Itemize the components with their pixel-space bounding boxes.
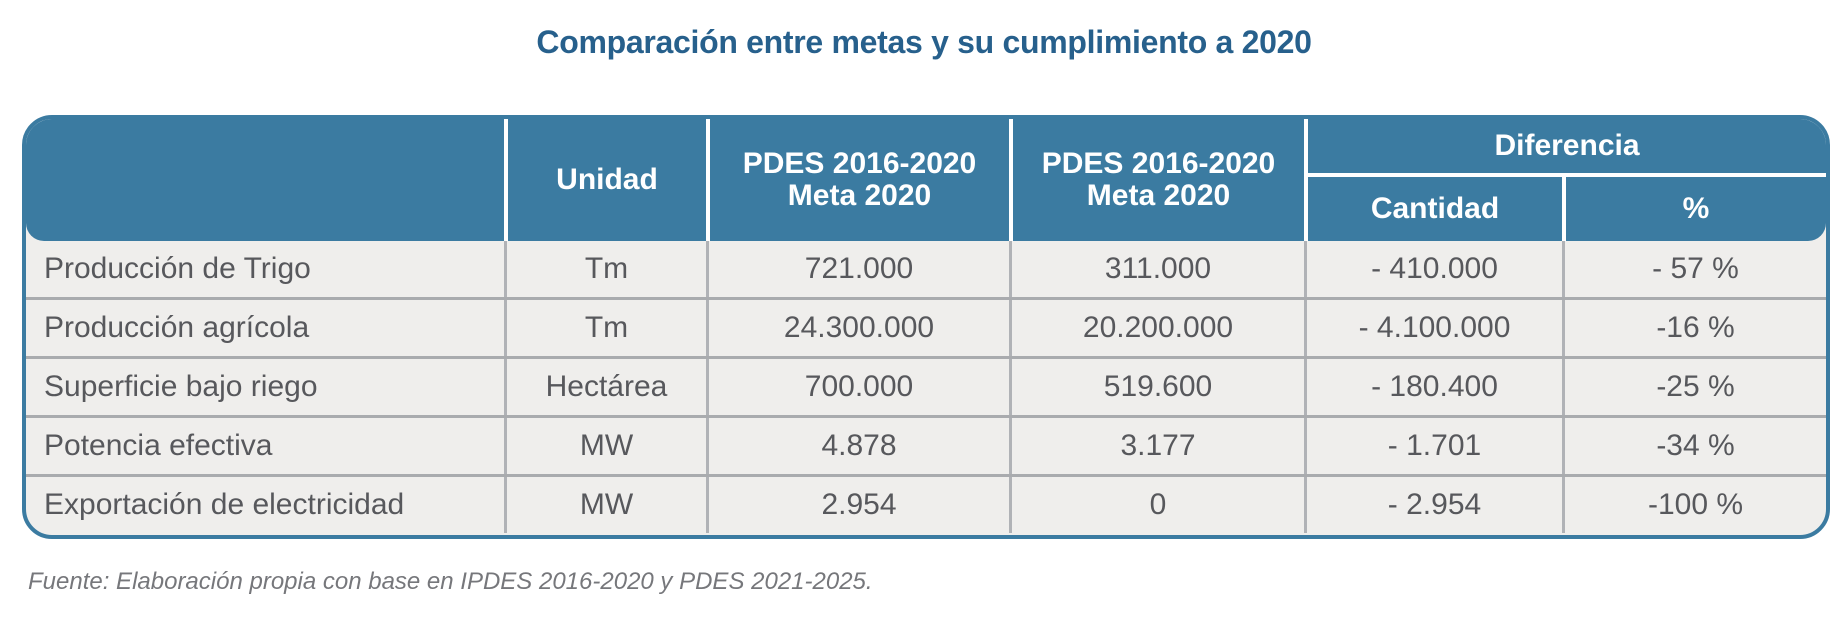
header-unit-label: Unidad — [556, 162, 658, 196]
row-result-value: 0 — [1009, 477, 1304, 533]
header-meta-line2: Meta 2020 — [787, 179, 932, 212]
row-label: Exportación de electricidad — [44, 488, 405, 521]
row-label: Producción agrícola — [44, 311, 310, 344]
row-label: Potencia efectiva — [44, 429, 273, 462]
row-unit: Hectárea — [504, 359, 706, 415]
figure-title: Comparación entre metas y su cumplimient… — [536, 24, 1312, 60]
source-note: Fuente: Elaboración propia con base en I… — [28, 568, 873, 595]
table-header: Unidad PDES 2016-2020 Meta 2020 PDES 201… — [26, 119, 1826, 241]
header-result-line1: PDES 2016-2020 — [1041, 146, 1276, 180]
row-diff-percent: - 57 % — [1562, 241, 1826, 297]
header-meta-2020: PDES 2016-2020 Meta 2020 — [706, 119, 1009, 241]
header-difference-percent: % — [1562, 177, 1826, 241]
row-diff-quantity: - 2.954 — [1304, 477, 1562, 533]
row-result-value: 519.600 — [1009, 359, 1304, 415]
row-result-value: 20.200.000 — [1009, 300, 1304, 356]
row-unit: MW — [504, 477, 706, 533]
table-row: Producción agrícola Tm 24.300.000 20.200… — [26, 297, 1826, 356]
row-meta-value: 4.878 — [706, 418, 1009, 474]
row-unit: MW — [504, 418, 706, 474]
row-meta-value: 2.954 — [706, 477, 1009, 533]
table-row: Potencia efectiva MW 4.878 3.177 - 1.701… — [26, 415, 1826, 474]
row-meta-value: 24.300.000 — [706, 300, 1009, 356]
row-label: Producción de Trigo — [44, 252, 311, 285]
header-result-line2: Meta 2020 — [1086, 179, 1231, 212]
row-label: Superficie bajo riego — [44, 370, 318, 403]
header-blank-cell — [26, 119, 504, 241]
row-diff-quantity: - 410.000 — [1304, 241, 1562, 297]
table-row: Superficie bajo riego Hectárea 700.000 5… — [26, 356, 1826, 415]
row-unit: Tm — [504, 241, 706, 297]
row-diff-quantity: - 1.701 — [1304, 418, 1562, 474]
row-unit: Tm — [504, 300, 706, 356]
table-row: Exportación de electricidad MW 2.954 0 -… — [26, 474, 1826, 533]
row-meta-value: 721.000 — [706, 241, 1009, 297]
row-result-value: 311.000 — [1009, 241, 1304, 297]
row-result-value: 3.177 — [1009, 418, 1304, 474]
table-row: Producción de Trigo Tm 721.000 311.000 -… — [26, 241, 1826, 297]
table-body: Producción de Trigo Tm 721.000 311.000 -… — [26, 241, 1826, 533]
comparison-table: Unidad PDES 2016-2020 Meta 2020 PDES 201… — [22, 115, 1830, 539]
header-meta-line1: PDES 2016-2020 — [742, 146, 977, 180]
row-diff-percent: -34 % — [1562, 418, 1826, 474]
row-diff-quantity: - 180.400 — [1304, 359, 1562, 415]
row-diff-percent: -16 % — [1562, 300, 1826, 356]
header-unit: Unidad — [504, 119, 706, 241]
row-meta-value: 700.000 — [706, 359, 1009, 415]
row-diff-percent: -25 % — [1562, 359, 1826, 415]
row-diff-percent: -100 % — [1562, 477, 1826, 533]
header-result-2020: PDES 2016-2020 Meta 2020 — [1009, 119, 1304, 241]
header-difference: Diferencia — [1304, 119, 1826, 177]
header-difference-quantity: Cantidad — [1304, 177, 1562, 241]
row-diff-quantity: - 4.100.000 — [1304, 300, 1562, 356]
